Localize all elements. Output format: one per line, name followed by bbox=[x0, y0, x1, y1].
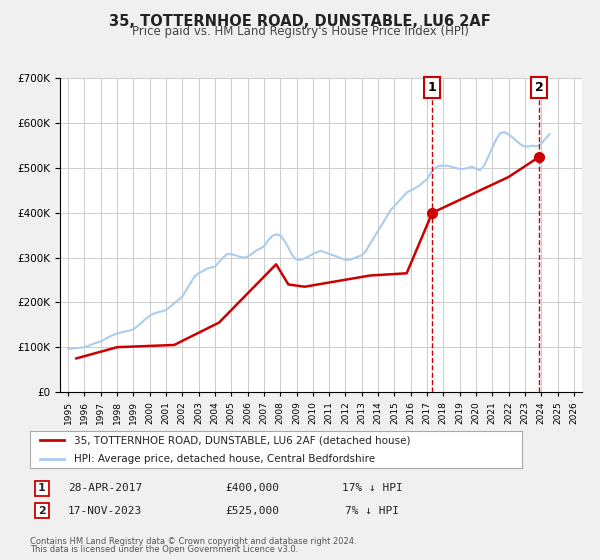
Text: 1: 1 bbox=[428, 81, 437, 94]
Text: 2: 2 bbox=[535, 81, 544, 94]
Text: HPI: Average price, detached house, Central Bedfordshire: HPI: Average price, detached house, Cent… bbox=[74, 454, 376, 464]
Text: Price paid vs. HM Land Registry's House Price Index (HPI): Price paid vs. HM Land Registry's House … bbox=[131, 25, 469, 38]
Text: Contains HM Land Registry data © Crown copyright and database right 2024.: Contains HM Land Registry data © Crown c… bbox=[30, 537, 356, 546]
Text: 35, TOTTERNHOE ROAD, DUNSTABLE, LU6 2AF: 35, TOTTERNHOE ROAD, DUNSTABLE, LU6 2AF bbox=[109, 14, 491, 29]
Text: 17% ↓ HPI: 17% ↓ HPI bbox=[341, 483, 403, 493]
Text: £400,000: £400,000 bbox=[225, 483, 279, 493]
Text: £525,000: £525,000 bbox=[225, 506, 279, 516]
Text: 17-NOV-2023: 17-NOV-2023 bbox=[68, 506, 142, 516]
Text: 7% ↓ HPI: 7% ↓ HPI bbox=[345, 506, 399, 516]
Text: 28-APR-2017: 28-APR-2017 bbox=[68, 483, 142, 493]
Text: 35, TOTTERNHOE ROAD, DUNSTABLE, LU6 2AF (detached house): 35, TOTTERNHOE ROAD, DUNSTABLE, LU6 2AF … bbox=[74, 435, 411, 445]
Text: 1: 1 bbox=[38, 483, 46, 493]
Text: 2: 2 bbox=[38, 506, 46, 516]
Text: This data is licensed under the Open Government Licence v3.0.: This data is licensed under the Open Gov… bbox=[30, 545, 298, 554]
